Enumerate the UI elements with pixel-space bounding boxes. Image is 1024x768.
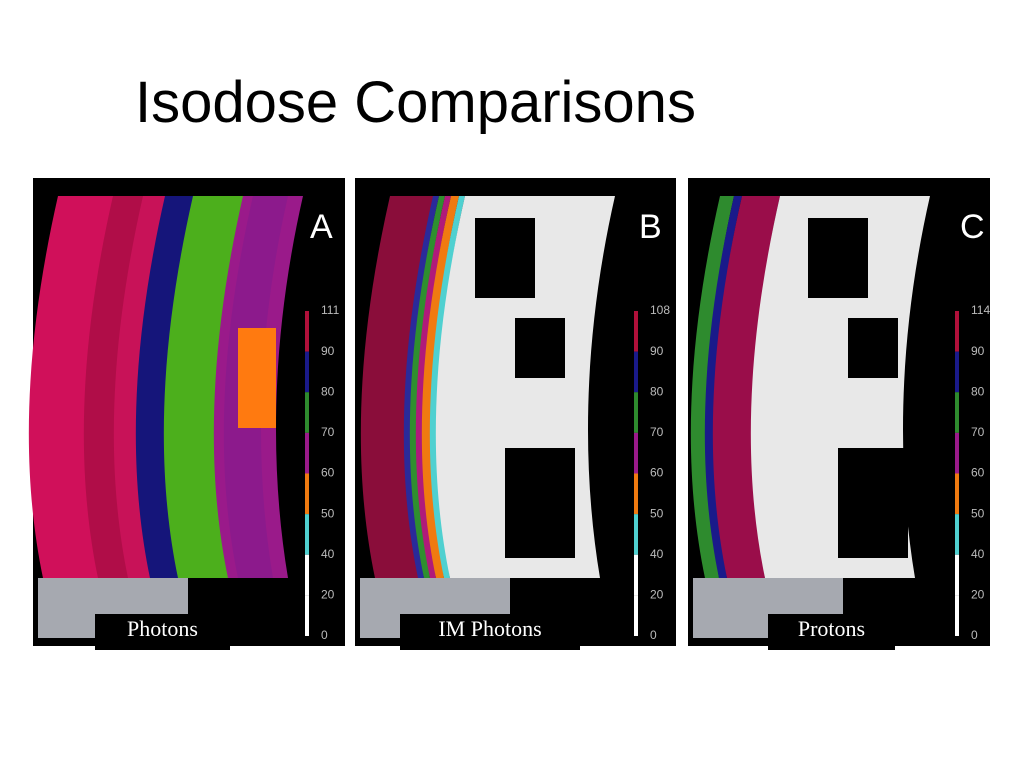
color-bar-segment [955, 473, 959, 515]
caption: IM Photons [438, 616, 541, 641]
image-panel: C 114 90 80 70 60 50 40 20 0 Protons [688, 178, 990, 650]
caption: Photons [127, 616, 198, 641]
color-bar-segment [634, 514, 638, 555]
scale-label: 90 [321, 344, 335, 358]
scale-label: 60 [321, 466, 335, 480]
color-bar-segment [955, 595, 959, 636]
dark-region [808, 218, 868, 298]
caption-box [768, 614, 895, 650]
scale-label: 20 [650, 588, 664, 602]
scale-label: 70 [321, 425, 335, 439]
dark-region [475, 218, 535, 298]
image-panel: A 111 90 80 70 60 50 40 20 0 Photons [28, 178, 345, 650]
color-bar-segment [634, 392, 638, 433]
color-bar-segment [305, 514, 309, 555]
color-bar-segment [955, 392, 959, 433]
scale-label: 20 [971, 588, 985, 602]
scale-label: 0 [321, 628, 328, 642]
color-bar-segment [305, 432, 309, 474]
hot-spot [238, 328, 276, 428]
color-bar-segment [305, 351, 309, 393]
color-bar-segment [634, 595, 638, 636]
scale-label: 80 [650, 384, 664, 398]
dark-region [505, 448, 575, 558]
color-bar-segment [305, 392, 309, 433]
color-bar-segment [634, 554, 638, 596]
scale-label: 60 [971, 466, 985, 480]
caption-box [95, 614, 230, 650]
slide-title: Isodose Comparisons [135, 70, 696, 135]
dose-band [712, 196, 780, 578]
color-bar-segment [955, 554, 959, 596]
scale-label: 80 [971, 384, 985, 398]
color-bar-segment [955, 432, 959, 474]
scale-label: 80 [321, 384, 335, 398]
scale-label: 40 [650, 547, 664, 561]
scale-label: 70 [650, 425, 664, 439]
color-bar-segment [955, 311, 959, 352]
scale-label: 111 [321, 303, 340, 317]
scale-label: 0 [650, 628, 657, 642]
scale-label: 50 [321, 506, 335, 520]
color-bar-segment [634, 473, 638, 515]
scale-label: 114 [971, 303, 990, 317]
dose-band [421, 196, 459, 578]
scale-label: 40 [321, 547, 335, 561]
scale-label: 0 [971, 628, 978, 642]
scale-label: 90 [971, 344, 985, 358]
panel-letter: C [960, 208, 985, 246]
scale-label: 50 [650, 506, 664, 520]
color-bar-segment [634, 432, 638, 474]
color-bar-segment [634, 351, 638, 393]
color-bar-segment [305, 554, 309, 596]
panel-letter: B [639, 208, 662, 246]
scale-label: 40 [971, 547, 985, 561]
image-panel: B 108 90 80 70 60 50 40 20 0 IM Photons [355, 178, 676, 650]
scale-label: 50 [971, 506, 985, 520]
scale-label: 90 [650, 344, 664, 358]
panel-letter: A [310, 208, 333, 246]
dose-band [704, 196, 742, 578]
color-bar-segment [305, 473, 309, 515]
scale-label: 60 [650, 466, 664, 480]
caption: Protons [798, 616, 865, 641]
scale-label: 108 [650, 303, 670, 317]
color-bar-segment [955, 351, 959, 393]
color-bar-segment [955, 514, 959, 555]
color-bar-segment [634, 311, 638, 352]
dark-region [515, 318, 565, 378]
color-bar-segment [305, 595, 309, 636]
scale-label: 20 [321, 588, 335, 602]
scale-label: 70 [971, 425, 985, 439]
dark-region [838, 448, 908, 558]
dose-band [690, 196, 734, 578]
caption-box [400, 614, 580, 650]
color-bar-segment [305, 311, 309, 352]
dark-region [848, 318, 898, 378]
